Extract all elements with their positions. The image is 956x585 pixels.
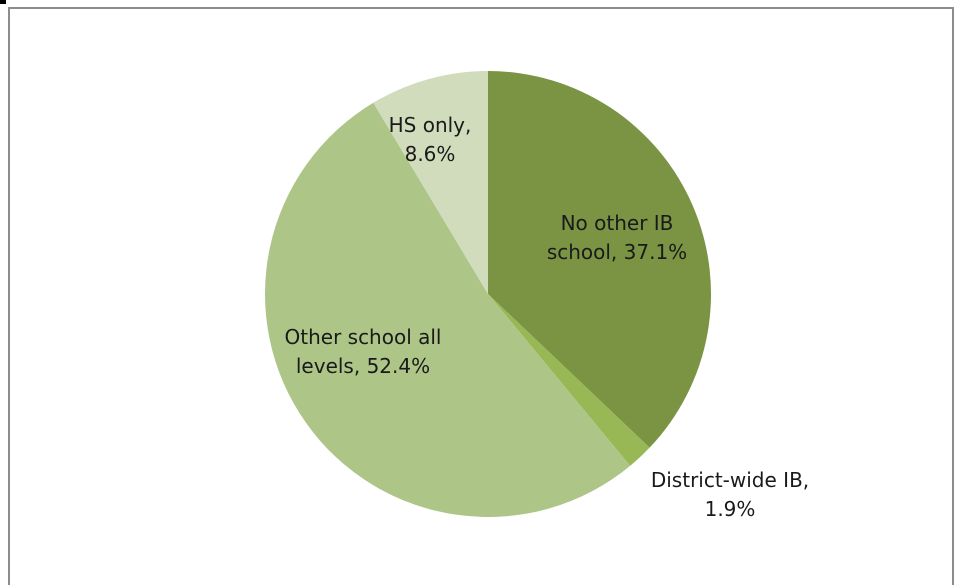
slice-label-line: 1.9% — [705, 497, 756, 521]
slice-label-line: HS only, — [389, 113, 472, 137]
slice-label-line: school, 37.1% — [547, 240, 687, 264]
pie-slices — [265, 71, 712, 517]
slice-label-other-school-all-levels: Other school all levels, 52.4% — [285, 325, 442, 378]
slice-label-line: 8.6% — [405, 142, 456, 166]
title-fragment — [0, 0, 6, 4]
slice-label-district-wide-ib: District-wide IB, 1.9% — [651, 468, 809, 521]
pie-slice-hs-only — [373, 71, 488, 294]
pie-slice-district-wide-ib — [488, 294, 650, 466]
slice-label-line: levels, 52.4% — [296, 354, 430, 378]
pie-slice-other-school-all-levels — [265, 102, 631, 517]
slice-label-line: District-wide IB, — [651, 468, 809, 492]
pie-slice-no-other-ib-school — [488, 71, 712, 448]
slice-label-line: No other IB — [561, 211, 674, 235]
slice-label-hs-only: HS only, 8.6% — [389, 113, 472, 166]
slice-label-line: Other school all — [285, 325, 442, 349]
slice-label-no-other-ib-school: No other IB school, 37.1% — [547, 211, 687, 264]
slice-labels: No other IB school, 37.1% District-wide IB… — [285, 113, 810, 521]
